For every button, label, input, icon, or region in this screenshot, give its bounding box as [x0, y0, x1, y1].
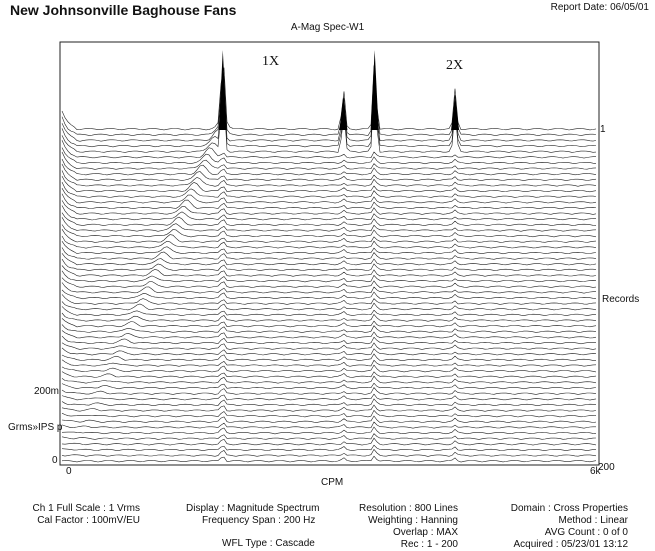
footer-resolution: Resolution : 800 Lines [359, 503, 458, 514]
record-trace [61, 205, 597, 221]
record-trace [61, 147, 597, 165]
record-trace [61, 371, 597, 378]
record-trace [61, 277, 597, 288]
record-trace [61, 212, 597, 227]
y-tick-label-0: 0 [52, 455, 58, 466]
record-trace [61, 324, 597, 333]
record-trace [61, 426, 597, 435]
record-trace [61, 415, 597, 423]
footer-acquired: Acquired : 05/23/01 13:12 [513, 539, 628, 550]
record-trace [61, 181, 597, 198]
record-trace [61, 76, 597, 142]
records-tick-label-200: 200 [598, 462, 615, 473]
footer-full-scale: Ch 1 Full Scale : 1 Vrms [32, 503, 140, 514]
footer-display: Display : Magnitude Spectrum [186, 503, 320, 514]
record-trace [61, 188, 597, 204]
report-title: New Johnsonville Baghouse Fans [10, 2, 237, 18]
record-trace [61, 359, 597, 367]
record-trace [61, 151, 597, 170]
peak-marker [218, 50, 227, 130]
footer-resolution-info: Resolution : 800 Lines Weighting : Hanni… [344, 503, 458, 551]
record-trace [61, 270, 597, 283]
record-trace [61, 140, 596, 159]
record-trace [61, 163, 597, 181]
record-trace [61, 448, 597, 457]
record-trace [61, 375, 597, 384]
record-trace [61, 404, 597, 412]
record-trace [61, 193, 597, 210]
plot-frame [59, 41, 600, 466]
record-trace [61, 258, 597, 272]
record-trace [61, 301, 597, 311]
record-trace [61, 158, 597, 176]
footer-cal-factor: Cal Factor : 100mV/EU [37, 515, 140, 526]
records-tick-label-1: 1 [600, 124, 606, 135]
record-trace [61, 393, 597, 401]
record-trace [61, 87, 597, 153]
footer-frequency-span: Frequency Span : 200 Hz [202, 515, 316, 526]
peak-marker [339, 95, 348, 130]
record-trace [61, 217, 597, 232]
annotation-2x: 2X [446, 58, 464, 73]
y-axis-label: Grms»IPS p [8, 422, 63, 433]
footer-wfl-type: WFL Type : Cascade [222, 538, 315, 549]
footer-display-info: Display : Magnitude Spectrum Frequency S… [186, 503, 336, 550]
footer-overlap: Overlap : MAX [392, 527, 458, 538]
footer-avg-count: AVG Count : 0 of 0 [544, 527, 628, 538]
record-trace [61, 421, 596, 429]
footer-channel-info: Ch 1 Full Scale : 1 Vrms Cal Factor : 10… [20, 503, 140, 527]
record-trace [61, 175, 597, 193]
record-trace [61, 382, 597, 390]
record-trace [61, 265, 597, 277]
record-trace [61, 398, 597, 407]
record-trace [61, 409, 597, 418]
footer-domain-info: Domain : Cross Properties Method : Linea… [500, 503, 628, 551]
record-trace [61, 70, 597, 136]
x-tick-label-0: 0 [66, 466, 72, 477]
record-trace [61, 347, 597, 356]
x-tick-label-6k: 6k [590, 466, 601, 477]
records-axis-label: Records [602, 294, 640, 305]
record-trace [61, 342, 597, 350]
footer-domain: Domain : Cross Properties [510, 503, 628, 514]
record-trace [61, 386, 597, 395]
footer-rec: Rec : 1 - 200 [400, 539, 458, 550]
chart-title: A-Mag Spec-W1 [290, 22, 365, 33]
record-trace [61, 241, 597, 255]
record-trace [61, 455, 597, 463]
peak-marker [370, 50, 379, 130]
x-axis-label: CPM [321, 477, 344, 488]
record-trace [61, 306, 597, 317]
record-trace [61, 312, 597, 322]
annotation-1x: 1X [262, 54, 280, 69]
record-trace [61, 433, 597, 440]
record-trace [61, 318, 597, 328]
record-trace [61, 200, 597, 215]
record-trace [61, 437, 597, 446]
record-trace [61, 444, 597, 452]
record-trace [61, 330, 597, 339]
record-trace [61, 253, 597, 266]
record-trace [61, 364, 597, 373]
report-date: Report Date: 06/05/01 [550, 2, 649, 13]
record-trace [61, 353, 596, 362]
peak-marker [451, 95, 460, 130]
record-trace [61, 224, 597, 238]
record-trace [61, 170, 597, 187]
record-trace [61, 81, 597, 148]
y-tick-label-200m: 200m [34, 386, 60, 397]
record-trace [61, 294, 597, 305]
record-trace [61, 235, 597, 249]
record-trace [61, 229, 597, 243]
record-trace [61, 335, 597, 345]
record-trace [61, 282, 596, 294]
peak-markers [218, 50, 460, 130]
record-trace [61, 247, 597, 260]
footer-method: Method : Linear [558, 515, 629, 526]
footer-weighting: Weighting : Hanning [368, 515, 458, 526]
record-trace [61, 289, 597, 300]
record-trace [61, 65, 597, 131]
waterfall-traces [61, 65, 597, 463]
